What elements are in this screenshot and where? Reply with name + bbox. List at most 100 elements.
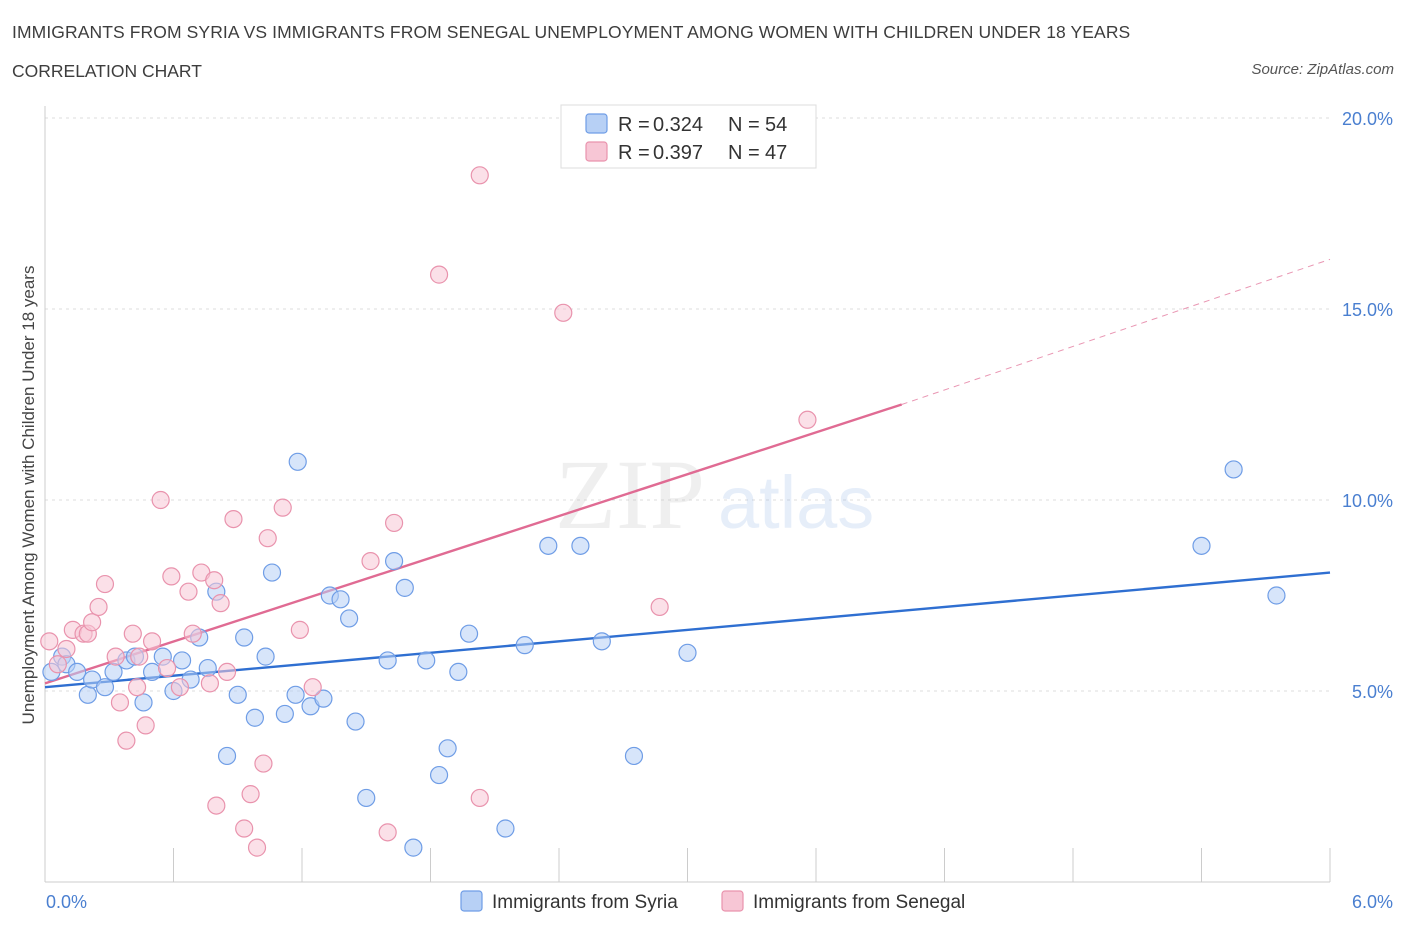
watermark-atlas: atlas [718,461,874,544]
point-syria-3 [68,662,87,682]
point-syria-46 [539,536,558,555]
point-syria-41 [438,739,457,758]
point-syria-10 [134,693,153,712]
point-senegal-18 [162,567,181,586]
point-syria-42 [449,662,468,682]
point-senegal-35 [290,620,309,639]
point-senegal-44 [650,597,669,617]
point-senegal-0 [40,632,59,651]
point-syria-24 [262,563,282,582]
point-senegal-14 [136,716,155,735]
point-syria-21 [235,628,254,647]
point-syria-19 [217,746,237,766]
point-syria-20 [228,685,247,704]
point-senegal-43 [554,303,573,322]
point-senegal-1 [48,655,67,674]
point-syria-53 [1267,586,1286,605]
point-syria-43 [459,624,479,643]
point-senegal-27 [217,662,237,682]
point-senegal-32 [254,754,273,773]
legend-bottom-senegal-swatch [721,890,744,912]
y-tick-label-2: 15.0% [1342,300,1393,320]
point-senegal-42 [470,166,489,185]
legend-senegal-r-value: 0.397 [653,142,703,164]
data-points [40,166,1286,857]
point-syria-45 [515,636,534,655]
point-senegal-38 [378,823,397,842]
point-syria-25 [275,704,294,724]
watermark-zip: ZIP [555,439,705,550]
point-senegal-9 [106,647,125,666]
legend-syria-swatch [585,113,608,134]
y-tick-label-3: 20.0% [1342,109,1393,129]
point-senegal-12 [123,624,142,643]
x-tick-label-min: 0.0% [46,892,87,912]
point-senegal-39 [384,513,404,533]
legend-senegal-swatch [585,141,608,162]
legend-senegal-n-label: N = [728,142,765,164]
trend-extension-senegal [901,258,1331,405]
point-senegal-26 [211,594,230,613]
point-syria-36 [384,552,404,571]
point-syria-27 [288,452,307,471]
point-syria-11 [142,662,162,682]
x-tick-label-max: 6.0% [1352,892,1393,912]
legend-bottom-senegal-label: Immigrants from Senegal [753,892,965,913]
point-senegal-23 [200,674,220,693]
source-label: Source: ZipAtlas.com [1251,61,1394,78]
legend-bottom-syria-swatch [460,890,483,912]
point-syria-14 [172,651,192,670]
point-senegal-17 [157,658,177,678]
point-syria-23 [256,647,275,666]
point-senegal-29 [235,819,254,838]
point-senegal-46 [127,678,147,697]
point-syria-33 [346,712,365,731]
point-senegal-8 [95,574,115,594]
point-senegal-21 [183,624,202,643]
point-senegal-11 [117,731,136,750]
tick-labels: 5.0% 10.0% 15.0% 20.0% 0.0% 6.0% [46,109,1393,912]
legend-syria-r-label: R = [618,114,655,136]
point-syria-34 [357,788,376,808]
point-senegal-2 [57,639,76,659]
legend-syria-r-value: 0.324 [653,114,703,136]
point-senegal-13 [130,647,149,666]
trend-lines [44,258,1331,689]
point-senegal-40 [429,265,449,284]
legend-senegal-r-label: R = [618,142,655,164]
point-syria-44 [496,819,515,838]
point-syria-22 [245,708,264,727]
point-senegal-37 [361,552,380,571]
point-syria-50 [678,643,697,662]
gridlines [45,117,1330,692]
legend-syria-n-label: N = [728,114,765,136]
legend-senegal-n-value: 47 [765,142,787,164]
point-senegal-41 [470,788,489,808]
watermark: ZIP atlas [555,439,874,550]
y-axis-label: Unemployment Among Women with Children U… [19,266,38,725]
point-senegal-34 [273,498,292,517]
point-syria-26 [286,685,305,704]
point-syria-40 [429,765,449,785]
point-syria-35 [378,651,397,670]
point-syria-17 [198,658,217,678]
point-senegal-33 [258,529,277,548]
point-syria-49 [624,746,644,766]
point-syria-47 [571,536,590,555]
legend-stats: R = 0.324 N = 54 R = 0.397 N = 47 [560,104,817,169]
point-senegal-30 [241,785,260,804]
point-syria-37 [395,578,414,597]
legend-series: Immigrants from Syria Immigrants from Se… [460,890,965,913]
point-senegal-28 [224,509,243,529]
y-tick-label-0: 5.0% [1352,682,1393,702]
point-senegal-31 [247,838,267,857]
point-senegal-15 [142,632,162,651]
point-senegal-24 [205,571,224,590]
point-senegal-10 [110,693,130,712]
point-syria-52 [1224,460,1243,479]
legend-syria-n-value: 54 [765,114,787,136]
chart-title: IMMIGRANTS FROM SYRIA VS IMMIGRANTS FROM… [12,22,1131,42]
legend-bottom-syria-label: Immigrants from Syria [492,892,678,913]
y-tick-label-1: 10.0% [1342,491,1393,511]
trend-line-syria [44,571,1331,689]
